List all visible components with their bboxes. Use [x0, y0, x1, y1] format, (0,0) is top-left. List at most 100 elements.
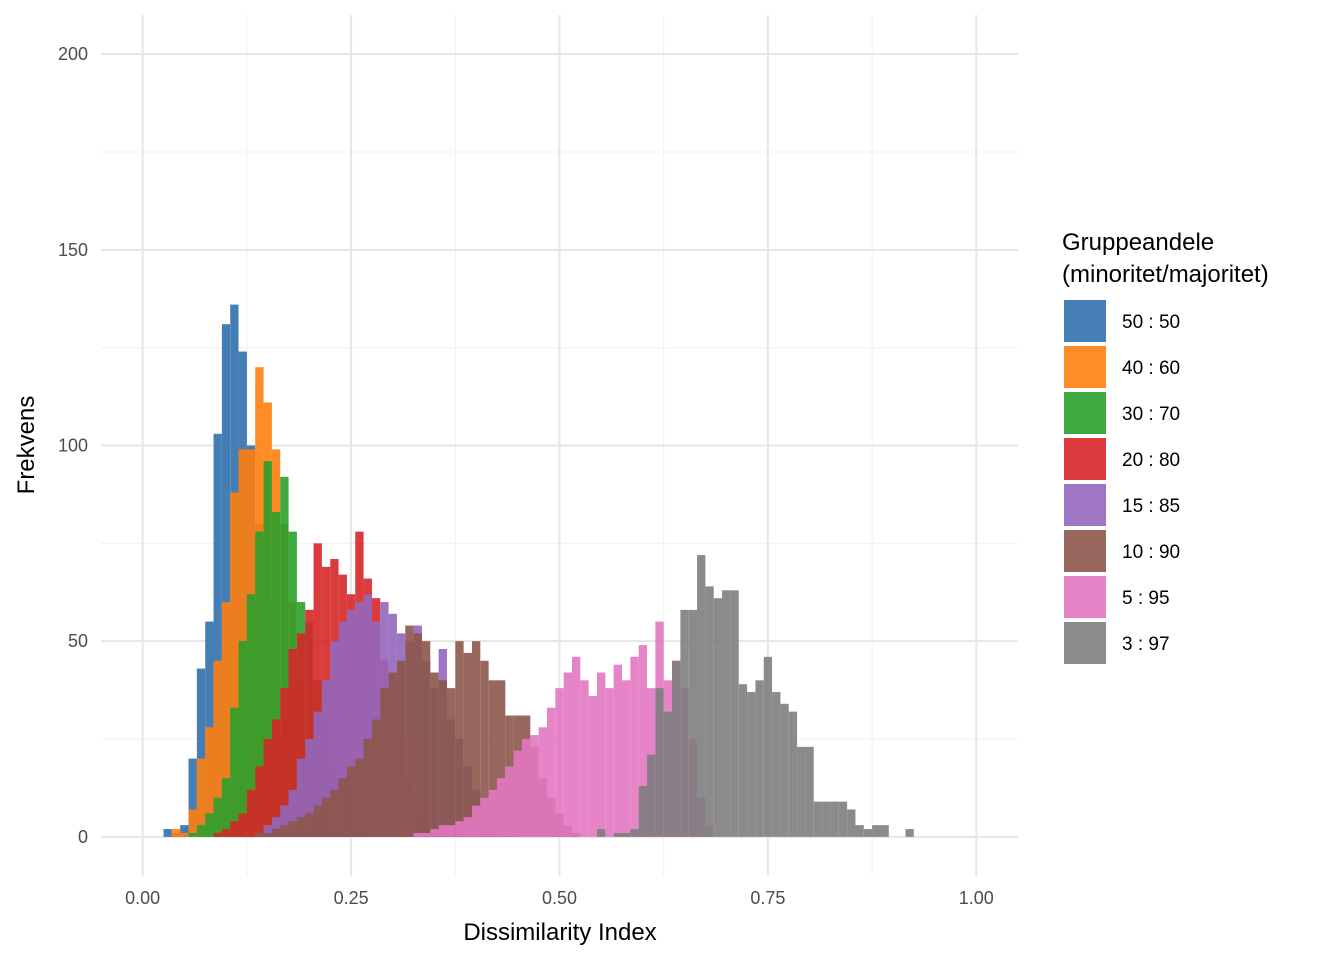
bar — [230, 707, 239, 837]
bar — [396, 660, 406, 837]
bar — [622, 680, 631, 837]
legend-key — [1064, 484, 1106, 526]
bar — [663, 711, 673, 837]
bar — [572, 656, 581, 837]
bar — [346, 609, 356, 837]
bar — [488, 680, 497, 837]
bar — [363, 739, 372, 837]
bar — [255, 832, 264, 837]
bar — [438, 825, 447, 837]
bar — [772, 692, 781, 837]
bar — [622, 832, 631, 837]
legend-label: 50 : 50 — [1122, 312, 1180, 333]
bar — [613, 832, 623, 837]
bar — [838, 801, 848, 837]
legend-label: 10 : 90 — [1122, 542, 1180, 563]
bar — [296, 817, 306, 837]
bar — [555, 688, 564, 837]
bar — [180, 825, 189, 837]
bar — [313, 543, 322, 837]
bar — [230, 821, 239, 837]
bar — [188, 809, 197, 837]
legend-key — [1064, 300, 1106, 342]
bar — [463, 652, 472, 837]
bar — [455, 641, 464, 837]
bar — [221, 602, 231, 837]
bar — [221, 778, 231, 837]
bar — [338, 778, 347, 837]
x-tick-label: 0.00 — [125, 888, 160, 908]
bars — [163, 304, 914, 837]
bar — [680, 609, 689, 837]
y-tick-label: 0 — [78, 827, 88, 847]
bar — [263, 825, 272, 837]
bar — [196, 825, 206, 837]
legend-key — [1064, 392, 1106, 434]
bar — [797, 746, 806, 837]
bar — [263, 461, 272, 837]
bar — [246, 789, 256, 837]
bar — [630, 656, 639, 837]
x-tick-label: 0.25 — [334, 888, 369, 908]
legend-title: Gruppeandele — [1062, 229, 1214, 256]
legend-key — [1064, 346, 1106, 388]
bar — [688, 609, 698, 837]
bar — [238, 641, 247, 837]
legend-label: 5 : 95 — [1122, 588, 1170, 609]
bar — [597, 829, 606, 837]
bar — [213, 797, 222, 837]
bar — [238, 813, 247, 837]
bar — [305, 609, 314, 837]
bar — [263, 739, 272, 837]
bar — [530, 735, 539, 837]
bar — [321, 680, 331, 837]
bar — [196, 758, 206, 837]
axes: 0.00 0.25 0.50 0.75 1.00 0 50 100 150 200 — [58, 44, 994, 908]
bar — [672, 660, 681, 837]
bar — [163, 829, 172, 837]
bar — [313, 805, 322, 837]
bar — [213, 660, 222, 837]
bar — [471, 805, 481, 837]
bar — [480, 797, 489, 837]
bar — [780, 703, 789, 837]
bar — [563, 672, 573, 837]
bar — [255, 766, 264, 837]
bar — [405, 625, 414, 837]
bar — [355, 602, 364, 837]
legend-label: 40 : 60 — [1122, 358, 1180, 379]
bar — [213, 832, 222, 837]
bar — [421, 641, 431, 837]
bar — [305, 813, 314, 837]
bar — [288, 649, 297, 837]
bar — [713, 598, 723, 837]
bar — [280, 805, 289, 837]
bar — [705, 586, 714, 837]
bar — [438, 680, 447, 837]
legend-title: (minoritet/majoritet) — [1062, 261, 1269, 288]
bar — [205, 813, 214, 837]
bar — [196, 668, 206, 837]
bar — [613, 664, 623, 837]
legend-key — [1064, 530, 1106, 572]
x-tick-label: 0.50 — [542, 888, 577, 908]
bar — [313, 711, 322, 837]
bar — [221, 324, 231, 837]
bar — [697, 555, 706, 837]
bar — [788, 711, 798, 837]
bar — [338, 621, 347, 837]
y-tick-label: 150 — [58, 240, 88, 260]
bar — [738, 684, 748, 837]
bar — [580, 680, 589, 837]
x-tick-label: 1.00 — [959, 888, 994, 908]
bar — [288, 789, 297, 837]
bar — [188, 832, 197, 837]
bar — [255, 531, 264, 837]
bar — [213, 433, 222, 837]
bar — [496, 680, 506, 837]
bar — [505, 766, 514, 837]
bar — [872, 825, 881, 837]
bar — [630, 829, 639, 837]
bar — [371, 719, 381, 837]
bar — [905, 829, 914, 837]
